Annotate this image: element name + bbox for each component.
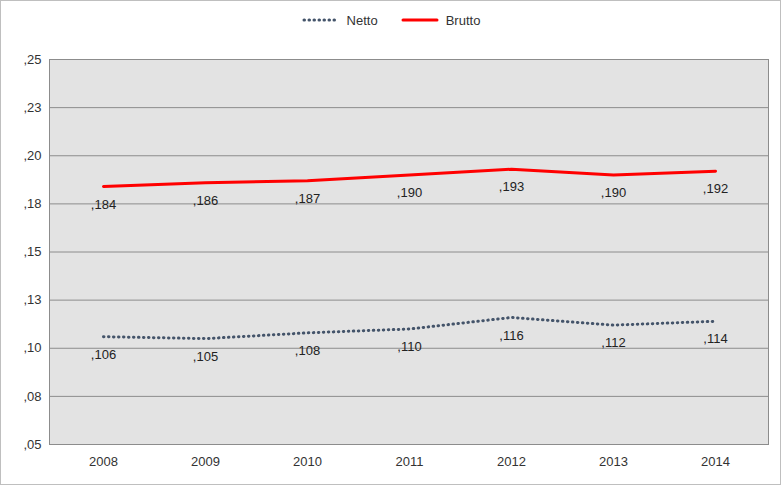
svg-text:,116: ,116 — [499, 328, 523, 343]
html-text:Netto: Netto — [346, 12, 378, 28]
svg-text:,108: ,108 — [295, 343, 320, 358]
svg-text:2011: 2011 — [396, 454, 424, 469]
svg-text:,23: ,23 — [23, 100, 41, 115]
svg-text:2008: 2008 — [89, 454, 118, 469]
svg-text:,112: ,112 — [601, 335, 625, 350]
svg-text:,106: ,106 — [91, 347, 116, 362]
svg-text:,25: ,25 — [23, 52, 41, 67]
svg-text:,105: ,105 — [193, 349, 218, 364]
svg-text:,184: ,184 — [91, 197, 116, 212]
svg-text:2012: 2012 — [497, 454, 526, 469]
svg-text:,20: ,20 — [23, 148, 41, 163]
svg-text:,187: ,187 — [295, 191, 320, 206]
svg-text:,10: ,10 — [23, 340, 41, 355]
svg-text:,186: ,186 — [193, 193, 218, 208]
svg-text:,190: ,190 — [397, 185, 422, 200]
svg-text:,08: ,08 — [23, 389, 41, 404]
svg-text:,13: ,13 — [23, 292, 41, 307]
svg-text:2009: 2009 — [191, 454, 220, 469]
svg-text:,18: ,18 — [23, 196, 41, 211]
svg-text:,114: ,114 — [703, 331, 727, 346]
html-text:Brutto: Brutto — [445, 12, 481, 28]
svg-text:,15: ,15 — [23, 244, 41, 259]
svg-text:,193: ,193 — [499, 179, 524, 194]
svg-text:2014: 2014 — [701, 454, 730, 469]
svg-text:,05: ,05 — [23, 437, 41, 452]
svg-text:,192: ,192 — [703, 181, 728, 196]
svg-text:2013: 2013 — [599, 454, 628, 469]
svg-text:,110: ,110 — [397, 339, 421, 354]
svg-text:2010: 2010 — [293, 454, 322, 469]
svg-text:,190: ,190 — [601, 185, 626, 200]
